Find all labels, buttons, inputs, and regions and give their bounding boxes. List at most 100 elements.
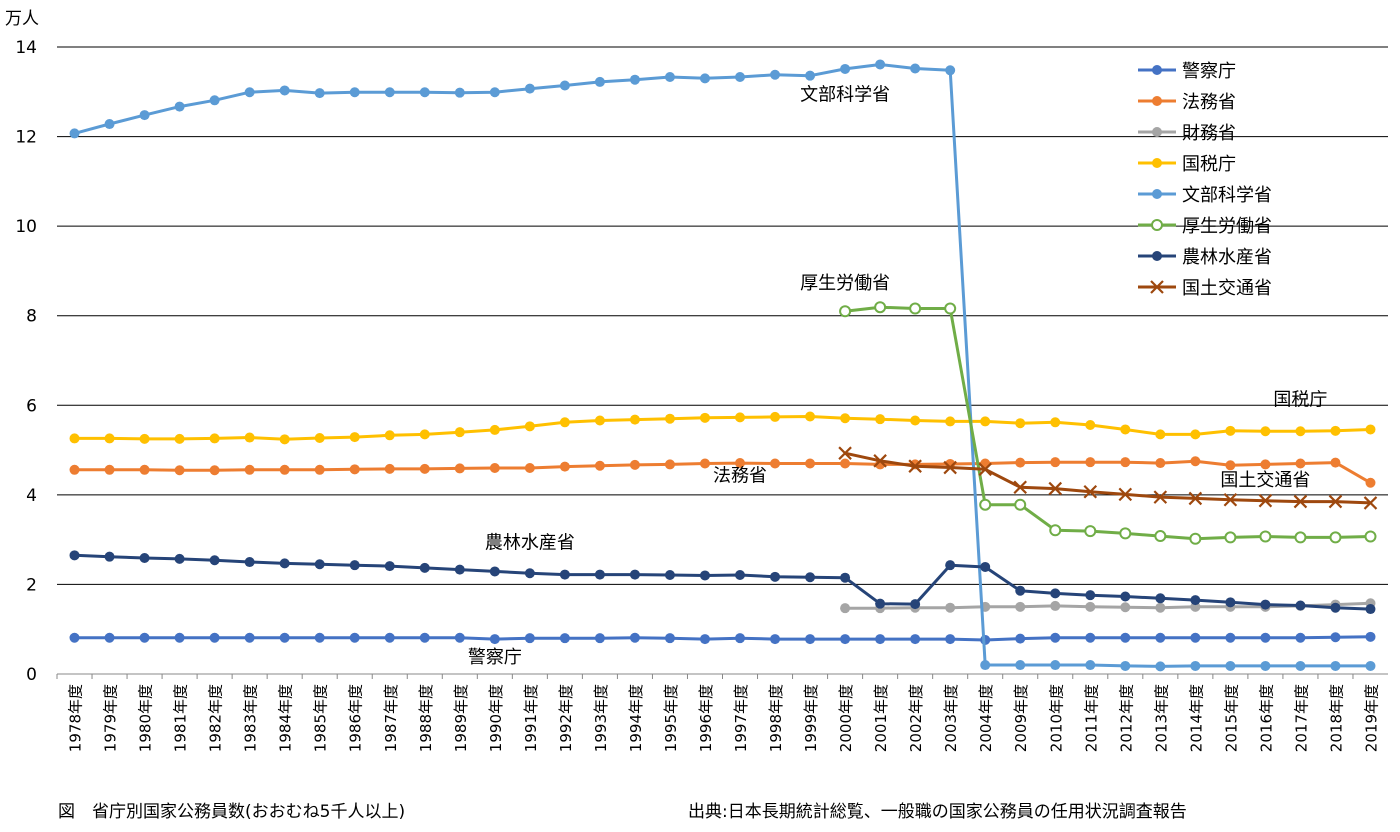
data-point [314, 632, 325, 643]
data-point [1085, 419, 1096, 430]
data-point [174, 632, 185, 643]
data-point [314, 464, 325, 475]
x-tick-label: 2002年度 [907, 684, 925, 752]
data-point [1190, 456, 1201, 467]
series-line [74, 553, 1371, 611]
data-point [69, 433, 80, 444]
data-point [1084, 525, 1097, 538]
data-point [1154, 530, 1167, 543]
series-5 [69, 59, 1376, 672]
data-point [489, 87, 500, 98]
x-tick-label: 1981年度 [172, 684, 190, 752]
data-point [945, 634, 956, 645]
data-point [1259, 530, 1272, 543]
data-point [559, 569, 570, 580]
data-point [174, 465, 185, 476]
data-point [1225, 632, 1236, 643]
data-point [1120, 424, 1131, 435]
data-point [524, 568, 535, 579]
data-point [980, 561, 991, 572]
data-point [1152, 127, 1162, 137]
x-tick-label: 1980年度 [137, 684, 155, 752]
x-tick-label: 1983年度 [242, 684, 260, 752]
data-point [559, 461, 570, 472]
data-point [1365, 631, 1376, 642]
data-point [594, 415, 605, 426]
data-point [349, 632, 360, 643]
data-point [524, 421, 535, 432]
data-point [1015, 633, 1026, 644]
data-point [559, 633, 570, 644]
data-point [979, 498, 992, 511]
annotation-label: 警察庁 [468, 647, 522, 668]
data-point [910, 634, 921, 645]
data-point [1120, 591, 1131, 602]
data-point [1015, 457, 1026, 468]
data-point [139, 632, 150, 643]
data-point [945, 65, 956, 76]
annotation-label: 法務省 [713, 465, 767, 486]
data-point [209, 555, 220, 566]
data-point [69, 632, 80, 643]
annotation-label: 国税庁 [1273, 389, 1327, 410]
data-point [664, 633, 675, 644]
data-point [209, 465, 220, 476]
data-point [1225, 660, 1236, 671]
x-tick-label: 2011年度 [1082, 684, 1100, 752]
data-point [1223, 493, 1238, 507]
data-point [840, 603, 851, 614]
data-point [349, 87, 360, 98]
data-point [908, 459, 922, 473]
data-point [1190, 595, 1201, 606]
data-point [419, 87, 430, 98]
data-point [1330, 457, 1341, 468]
data-point [279, 632, 290, 643]
data-point [840, 458, 851, 469]
legend-label: 法務省 [1182, 92, 1236, 113]
data-point [1083, 484, 1098, 499]
data-point [279, 464, 290, 475]
annotation-label: 国土交通省 [1220, 470, 1310, 491]
data-point [104, 464, 115, 475]
data-point [384, 561, 395, 572]
figure-caption: 図 省庁別国家公務員数(おおむね5千人以上) [58, 802, 406, 822]
data-point [875, 414, 886, 425]
data-point [139, 553, 150, 564]
data-point [594, 569, 605, 580]
x-tick-label: 1982年度 [207, 684, 225, 752]
data-point [1152, 251, 1162, 261]
data-point [629, 74, 640, 85]
x-tick-label: 1985年度 [312, 684, 330, 752]
data-point [838, 446, 852, 460]
data-point [104, 119, 115, 130]
legend-item: 国土交通省 [1138, 278, 1272, 299]
data-point [1049, 524, 1062, 537]
data-point [314, 88, 325, 99]
data-point [1050, 457, 1061, 468]
data-point [1295, 426, 1306, 437]
data-point [1152, 65, 1162, 75]
y-tick-label: 8 [26, 307, 37, 327]
data-point [1085, 457, 1096, 468]
series-line [74, 63, 1371, 668]
data-point [1050, 660, 1061, 671]
data-point [244, 464, 255, 475]
data-point [524, 633, 535, 644]
data-point [1120, 457, 1131, 468]
x-tick-label: 2017年度 [1292, 684, 1310, 752]
data-point [69, 128, 80, 139]
x-tick-label: 1998年度 [767, 684, 785, 752]
data-point [69, 550, 80, 561]
data-point [943, 460, 957, 475]
x-tick-label: 2001年度 [872, 684, 890, 752]
data-point [1153, 490, 1168, 504]
data-point [1050, 600, 1061, 611]
data-point [839, 305, 852, 318]
data-point [244, 432, 255, 443]
y-tick-label: 12 [15, 128, 37, 148]
data-point [1015, 585, 1026, 596]
data-point [1330, 660, 1341, 671]
data-point [1295, 600, 1306, 611]
data-point [1189, 532, 1202, 545]
